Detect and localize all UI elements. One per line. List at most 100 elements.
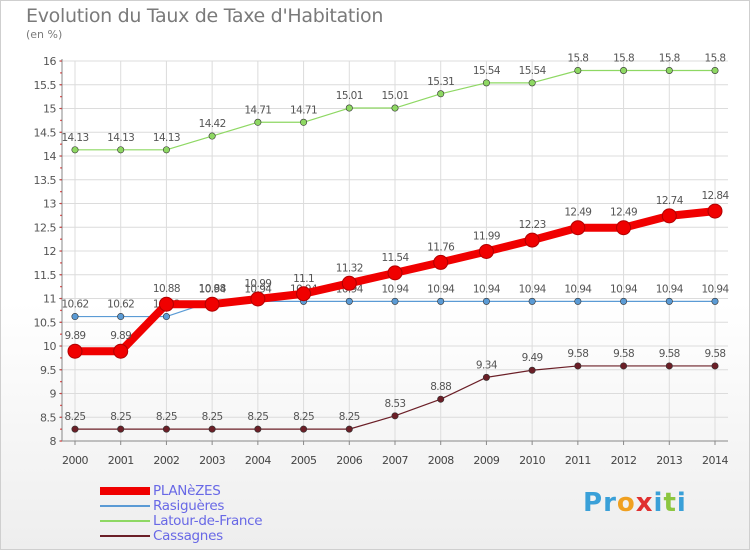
point-rasigueres <box>345 297 353 305</box>
point-planezes <box>250 291 266 307</box>
data-label-cassagnes: 8.25 <box>339 411 360 423</box>
x-tick-label: 2007 <box>382 454 408 467</box>
data-label-cassagnes: 9.34 <box>476 359 498 371</box>
data-label-cassagnes: 9.58 <box>613 348 634 360</box>
y-axis-dot <box>60 202 62 205</box>
point-cassagnes <box>254 425 262 433</box>
data-label-latour-de-france: 15.01 <box>381 90 408 102</box>
logo-letter: P <box>583 488 604 518</box>
y-axis-dot <box>60 83 62 86</box>
legend-label: Rasiguères <box>153 498 225 514</box>
x-tick-label: 2004 <box>245 454 271 467</box>
point-cassagnes <box>117 425 125 433</box>
point-planezes <box>707 203 723 219</box>
logo-letter: i <box>676 488 687 518</box>
y-tick-label: 14.5 <box>34 126 57 139</box>
logo-letter: i <box>653 488 664 518</box>
point-planezes <box>113 343 129 359</box>
point-planezes <box>296 286 312 302</box>
point-rasigueres <box>665 297 673 305</box>
logo-letter: t <box>663 488 677 518</box>
point-rasigueres <box>528 297 536 305</box>
data-label-rasigueres: 10.94 <box>244 283 272 295</box>
data-label-cassagnes: 9.58 <box>659 348 680 360</box>
y-tick-label: 15.5 <box>34 79 57 92</box>
data-label-cassagnes: 8.25 <box>202 411 223 423</box>
y-tick-label: 16 <box>43 55 56 68</box>
point-cassagnes <box>620 362 628 370</box>
point-latour-de-france <box>117 146 125 154</box>
y-axis-dot <box>60 333 62 335</box>
y-tick-label: 9 <box>50 388 57 401</box>
y-axis-dot <box>60 428 62 430</box>
data-label-rasigueres: 10.62 <box>107 299 134 311</box>
y-tick-label: 12 <box>43 245 56 258</box>
data-label-latour-de-france: 15.8 <box>613 53 634 65</box>
data-label-rasigueres: 10.94 <box>656 283 684 295</box>
data-label-latour-de-france: 15.54 <box>473 65 501 77</box>
data-label-planezes: 12.74 <box>656 195 684 207</box>
data-label-cassagnes: 9.49 <box>522 352 543 364</box>
y-axis-dot <box>60 238 62 240</box>
x-tick-label: 2010 <box>519 454 545 467</box>
point-latour-de-france <box>391 104 399 112</box>
y-axis-dot <box>60 107 62 110</box>
y-tick-label: 10.5 <box>34 316 57 329</box>
y-axis-dot <box>60 368 62 371</box>
legend-swatch <box>100 535 150 537</box>
data-label-latour-de-france: 14.13 <box>153 132 180 144</box>
point-planezes <box>570 220 586 236</box>
point-latour-de-france <box>162 146 170 154</box>
point-cassagnes <box>162 425 170 433</box>
point-planezes <box>433 254 449 270</box>
y-axis-dot <box>60 297 62 300</box>
data-label-cassagnes: 9.58 <box>705 348 726 360</box>
data-label-planezes: 12.49 <box>610 207 637 219</box>
data-label-latour-de-france: 15.01 <box>336 90 363 102</box>
point-latour-de-france <box>665 67 673 75</box>
point-planezes <box>341 275 357 291</box>
data-label-latour-de-france: 15.8 <box>705 53 726 65</box>
y-tick-label: 15 <box>43 103 56 116</box>
legend-label: Latour-de-France <box>153 513 263 529</box>
point-planezes <box>67 343 83 359</box>
y-tick-label: 10 <box>43 340 56 353</box>
point-rasigueres <box>117 313 125 321</box>
point-planezes <box>204 296 220 312</box>
point-latour-de-france <box>300 118 308 126</box>
y-axis-dot <box>60 309 62 312</box>
y-tick-label: 9.5 <box>40 364 56 377</box>
point-planezes <box>387 265 403 281</box>
x-tick-label: 2011 <box>565 454 591 467</box>
legend-swatch <box>100 505 150 507</box>
point-cassagnes <box>711 362 719 370</box>
y-axis-dot <box>60 95 62 98</box>
y-axis-dot <box>60 72 62 74</box>
y-axis-dot <box>60 440 62 442</box>
point-rasigueres <box>162 313 170 321</box>
y-axis-dot <box>60 404 62 407</box>
logo-letter: r <box>603 488 617 518</box>
y-tick-label: 13.5 <box>34 174 57 187</box>
point-rasigueres <box>437 297 445 305</box>
y-axis-dot <box>60 214 62 217</box>
x-tick-label: 2001 <box>108 454 134 467</box>
data-label-latour-de-france: 14.13 <box>107 132 134 144</box>
data-label-latour-de-france: 15.31 <box>427 76 454 88</box>
chart-title: Evolution du Taux de Taxe d'Habitation <box>26 5 384 27</box>
y-axis-dot <box>60 178 62 181</box>
y-tick-label: 8 <box>50 435 57 448</box>
y-axis-dot <box>60 190 62 193</box>
point-rasigueres <box>574 297 582 305</box>
data-label-planezes: 11.32 <box>336 262 363 274</box>
x-tick-label: 2013 <box>656 454 682 467</box>
y-axis-dot <box>60 119 62 122</box>
point-latour-de-france <box>482 79 490 87</box>
data-label-cassagnes: 8.88 <box>430 381 451 393</box>
data-label-cassagnes: 8.25 <box>293 411 314 423</box>
data-label-planezes: 9.89 <box>110 330 131 342</box>
point-latour-de-france <box>71 146 79 154</box>
data-label-latour-de-france: 15.54 <box>519 65 547 77</box>
point-planezes <box>158 296 174 312</box>
y-tick-label: 11 <box>43 293 56 306</box>
